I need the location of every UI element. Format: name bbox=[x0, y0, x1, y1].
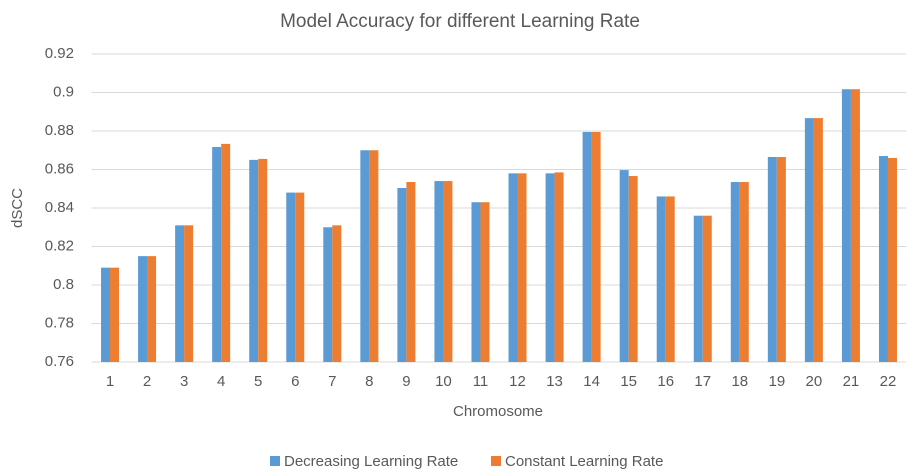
bar bbox=[619, 170, 629, 362]
x-tick-label: 19 bbox=[768, 373, 785, 390]
bar bbox=[147, 256, 157, 362]
y-tick-label: 0.86 bbox=[45, 160, 74, 177]
bar bbox=[665, 196, 675, 362]
y-tick-label: 0.78 bbox=[45, 314, 74, 331]
bar bbox=[175, 225, 185, 362]
x-tick-label: 18 bbox=[731, 373, 748, 390]
x-tick-label: 2 bbox=[143, 373, 151, 390]
x-tick-label: 11 bbox=[473, 373, 489, 390]
y-tick-label: 0.84 bbox=[45, 199, 74, 216]
bar bbox=[332, 225, 342, 362]
bar bbox=[258, 158, 268, 362]
y-tick-label: 0.76 bbox=[45, 353, 74, 370]
bar bbox=[397, 187, 407, 362]
bar bbox=[850, 89, 860, 362]
x-tick-label: 5 bbox=[254, 373, 262, 390]
x-tick-label: 6 bbox=[291, 373, 299, 390]
bar bbox=[360, 150, 370, 362]
bar bbox=[138, 256, 148, 362]
bar bbox=[406, 182, 416, 362]
y-tick-label: 0.82 bbox=[45, 237, 74, 254]
bar bbox=[508, 173, 518, 362]
x-tick-label: 12 bbox=[509, 373, 526, 390]
bar bbox=[813, 118, 823, 362]
x-tick-label: 17 bbox=[694, 373, 711, 390]
bar bbox=[591, 131, 601, 362]
x-tick-label: 13 bbox=[546, 373, 563, 390]
bar bbox=[887, 157, 897, 362]
bar bbox=[221, 143, 231, 362]
x-tick-label: 1 bbox=[106, 373, 114, 390]
bar bbox=[212, 146, 222, 362]
x-tick-label: 22 bbox=[880, 373, 897, 390]
bar bbox=[582, 131, 592, 362]
bar bbox=[554, 172, 564, 362]
bar bbox=[480, 202, 490, 362]
bar bbox=[878, 156, 888, 362]
bar bbox=[443, 181, 453, 362]
y-tick-label: 0.9 bbox=[53, 83, 74, 100]
y-axis-label: dSCC bbox=[9, 188, 26, 228]
legend-swatch bbox=[270, 456, 280, 466]
bar bbox=[369, 150, 379, 362]
bar bbox=[323, 227, 333, 362]
y-tick-label: 0.8 bbox=[53, 276, 74, 293]
x-axis-label: Chromosome bbox=[453, 403, 543, 420]
bar bbox=[841, 89, 851, 362]
x-tick-label: 15 bbox=[620, 373, 637, 390]
bar bbox=[730, 182, 740, 362]
bar bbox=[545, 173, 555, 362]
bar bbox=[184, 225, 194, 362]
bar bbox=[739, 182, 749, 362]
bar bbox=[628, 176, 638, 362]
bar bbox=[693, 215, 703, 362]
y-tick-label: 0.88 bbox=[45, 122, 74, 139]
bar bbox=[434, 181, 444, 362]
bar bbox=[286, 192, 296, 362]
x-tick-label: 14 bbox=[583, 373, 600, 390]
legend-label: Constant Learning Rate bbox=[505, 453, 663, 469]
bar bbox=[656, 196, 666, 362]
bar bbox=[517, 173, 527, 362]
bar bbox=[804, 118, 814, 362]
bar bbox=[101, 267, 111, 362]
bar bbox=[767, 156, 777, 362]
x-tick-label: 10 bbox=[435, 373, 452, 390]
x-tick-label: 21 bbox=[843, 373, 860, 390]
y-tick-label: 0.92 bbox=[45, 45, 74, 62]
x-tick-label: 16 bbox=[657, 373, 674, 390]
bar bbox=[295, 192, 305, 362]
x-tick-label: 9 bbox=[402, 373, 410, 390]
x-tick-label: 4 bbox=[217, 373, 225, 390]
chart-title: Model Accuracy for different Learning Ra… bbox=[280, 11, 640, 32]
bar bbox=[776, 156, 786, 362]
x-tick-label: 20 bbox=[806, 373, 823, 390]
legend-label: Decreasing Learning Rate bbox=[284, 453, 458, 469]
bar bbox=[249, 159, 259, 362]
x-tick-label: 3 bbox=[180, 373, 188, 390]
bar bbox=[702, 215, 712, 362]
bar bbox=[471, 202, 481, 362]
bar bbox=[110, 267, 120, 362]
x-tick-label: 7 bbox=[328, 373, 336, 390]
legend-swatch bbox=[491, 456, 501, 466]
x-tick-label: 8 bbox=[365, 373, 373, 390]
